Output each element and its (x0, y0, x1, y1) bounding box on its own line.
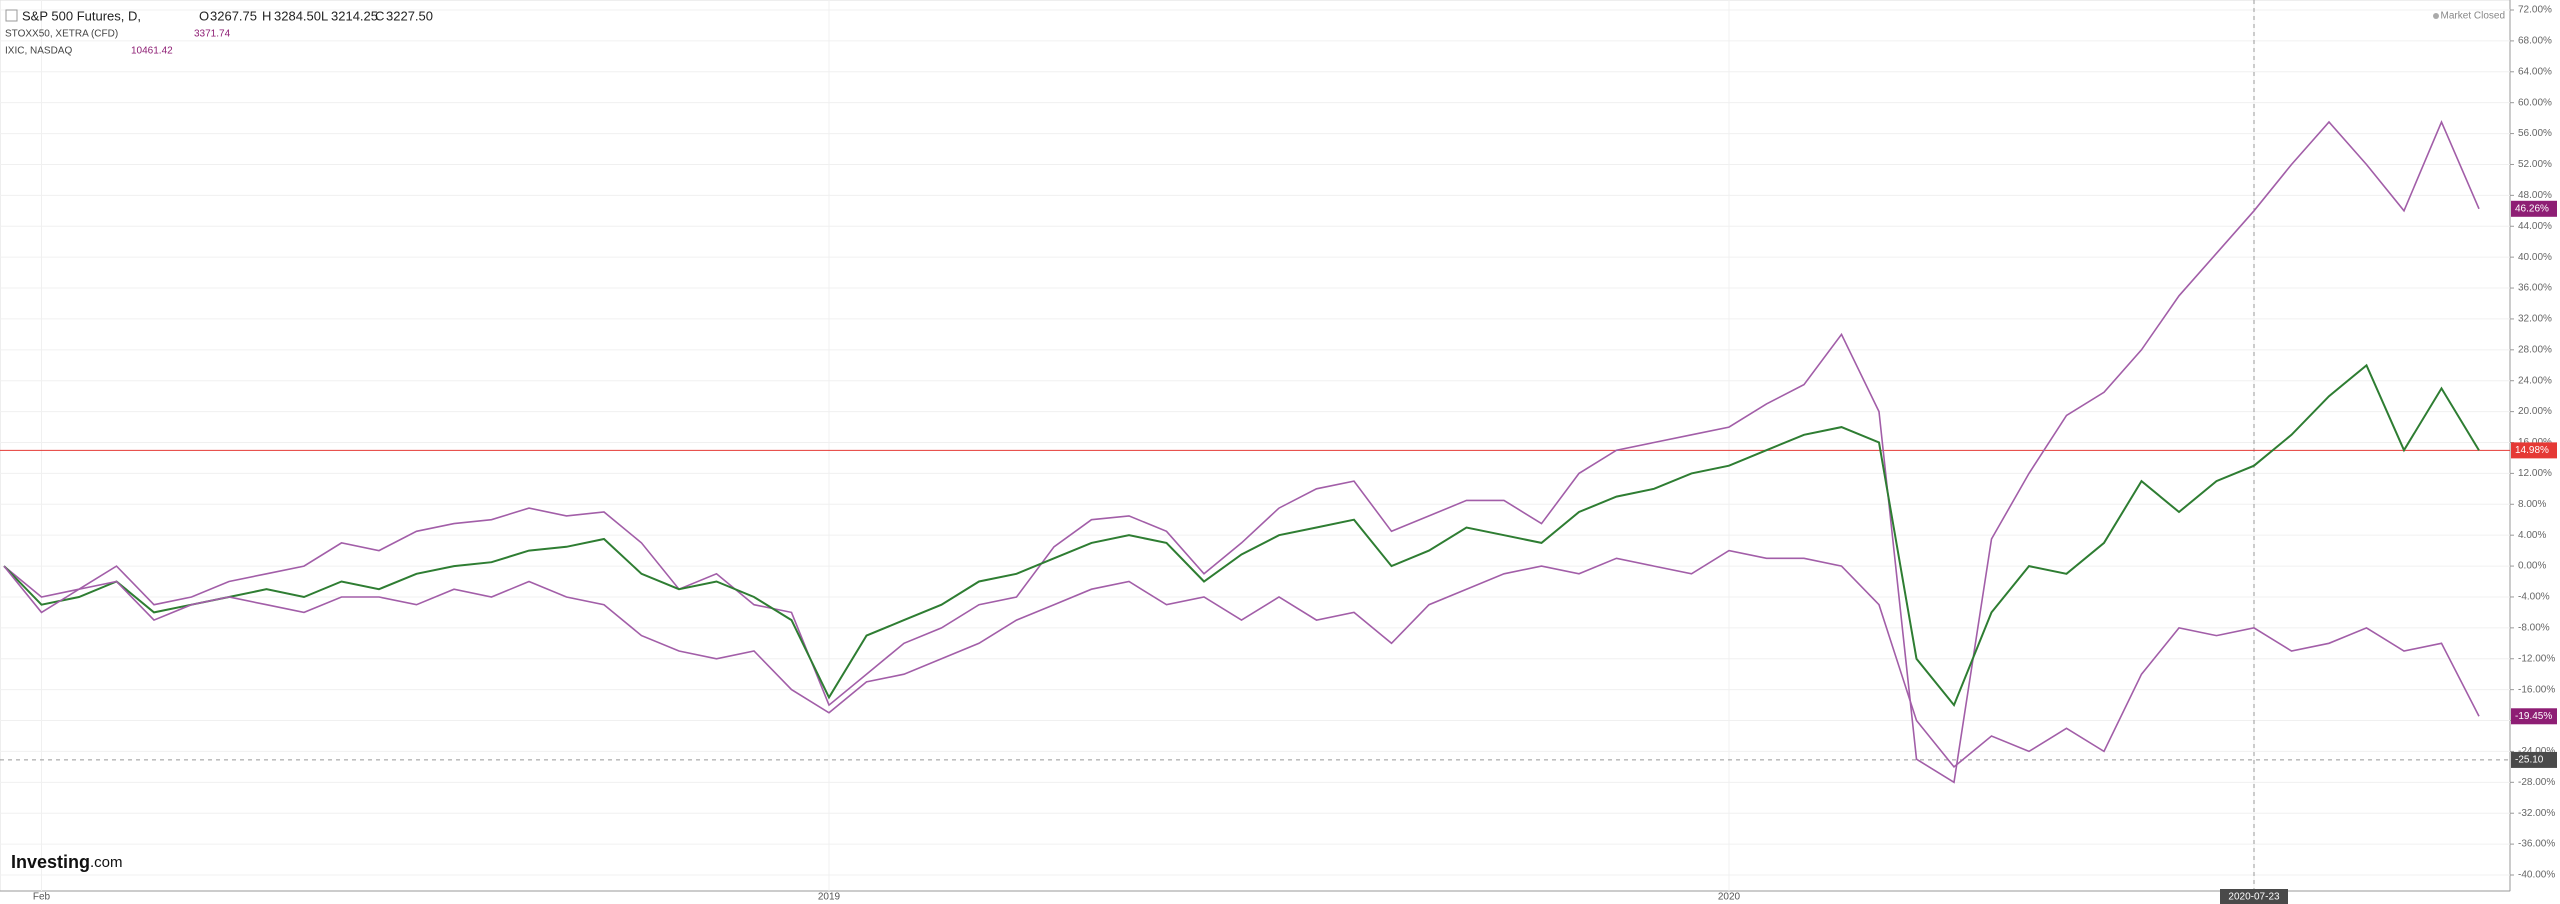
y-tick-label: -32.00% (2518, 808, 2555, 819)
status-dot (2433, 13, 2439, 19)
series-line (3, 363, 2480, 708)
y-tick-label: 36.00% (2518, 283, 2552, 294)
y-tick-label: 0.00% (2518, 561, 2546, 572)
y-tick-label: -28.00% (2518, 777, 2555, 788)
ohlc-key: O (199, 8, 209, 23)
y-tick-label: -40.00% (2518, 870, 2555, 881)
compare-name[interactable]: STOXX50, XETRA (CFD) (5, 29, 118, 40)
ohlc-value: 3227.50 (386, 8, 433, 23)
y-tick-label: 72.00% (2518, 5, 2552, 16)
x-tick-label: Feb (33, 892, 51, 903)
y-tick-label: 4.00% (2518, 530, 2546, 541)
logo-brand: Investing (11, 852, 90, 872)
x-tick-label: 2020 (1718, 892, 1741, 903)
y-tick-label: -8.00% (2518, 622, 2550, 633)
y-tick-label: 8.00% (2518, 499, 2546, 510)
grid (0, 0, 2514, 891)
ohlc-value: 3267.75 (210, 8, 257, 23)
price-label-bg (2511, 442, 2557, 459)
ohlc-value: 3284.50 (274, 8, 321, 23)
y-tick-label: 28.00% (2518, 344, 2552, 355)
y-tick-label: 52.00% (2518, 159, 2552, 170)
ohlc-value: 3214.25 (331, 8, 378, 23)
y-tick-label: 44.00% (2518, 221, 2552, 232)
y-tick-label: -24.00% (2518, 746, 2555, 757)
y-tick-label: -4.00% (2518, 592, 2550, 603)
x-tick-label: 2020-07-23 (2228, 892, 2280, 903)
price-label: -19.45% (2515, 711, 2552, 722)
compare-last: 10461.42 (131, 46, 173, 57)
y-tick-label: 64.00% (2518, 66, 2552, 77)
crosshair-label-bg (2220, 889, 2288, 904)
labels: 72.00% 68.00% 64.00% 60.00% 56.00% 52.00% 48.0… (33, 5, 2557, 904)
symbol-title[interactable]: S&P 500 Futures, D, (22, 8, 141, 23)
x-tick-label: 2019 (818, 892, 841, 903)
price-label-bg (2511, 708, 2557, 725)
y-tick-label: -12.00% (2518, 653, 2555, 664)
compare-name[interactable]: IXIC, NASDAQ (5, 46, 72, 57)
market-status: Market Closed (2441, 11, 2505, 22)
y-tick-label: -36.00% (2518, 839, 2555, 850)
y-tick-label: 60.00% (2518, 97, 2552, 108)
price-label-bg (2511, 751, 2557, 768)
price-label: 14.98% (2515, 445, 2549, 456)
y-tick-label: 32.00% (2518, 314, 2552, 325)
y-tick-label: 68.00% (2518, 36, 2552, 47)
compare-last: 3371.74 (194, 29, 231, 40)
logo: Investing.com (11, 852, 123, 872)
ohlc-key: C (375, 8, 384, 23)
y-tick-label: 48.00% (2518, 190, 2552, 201)
series-lines (3, 119, 2480, 784)
price-label-bg (2511, 200, 2557, 217)
series-line (3, 549, 2480, 769)
y-tick-label: 24.00% (2518, 375, 2552, 386)
ohlc-key: H (262, 8, 271, 23)
ohlc-key: L (321, 8, 328, 23)
price-label: -25.10 (2515, 755, 2544, 766)
y-tick-label: 56.00% (2518, 128, 2552, 139)
y-tick-label: 20.00% (2518, 406, 2552, 417)
y-tick-label: 40.00% (2518, 252, 2552, 263)
collapse-icon[interactable] (5, 9, 18, 22)
plot-area (0, 0, 2511, 892)
series-line (3, 119, 2480, 784)
y-tick-label: -16.00% (2518, 684, 2555, 695)
logo-suffix: .com (90, 854, 123, 871)
y-tick-label: 12.00% (2518, 468, 2552, 479)
price-label: 46.26% (2515, 203, 2549, 214)
